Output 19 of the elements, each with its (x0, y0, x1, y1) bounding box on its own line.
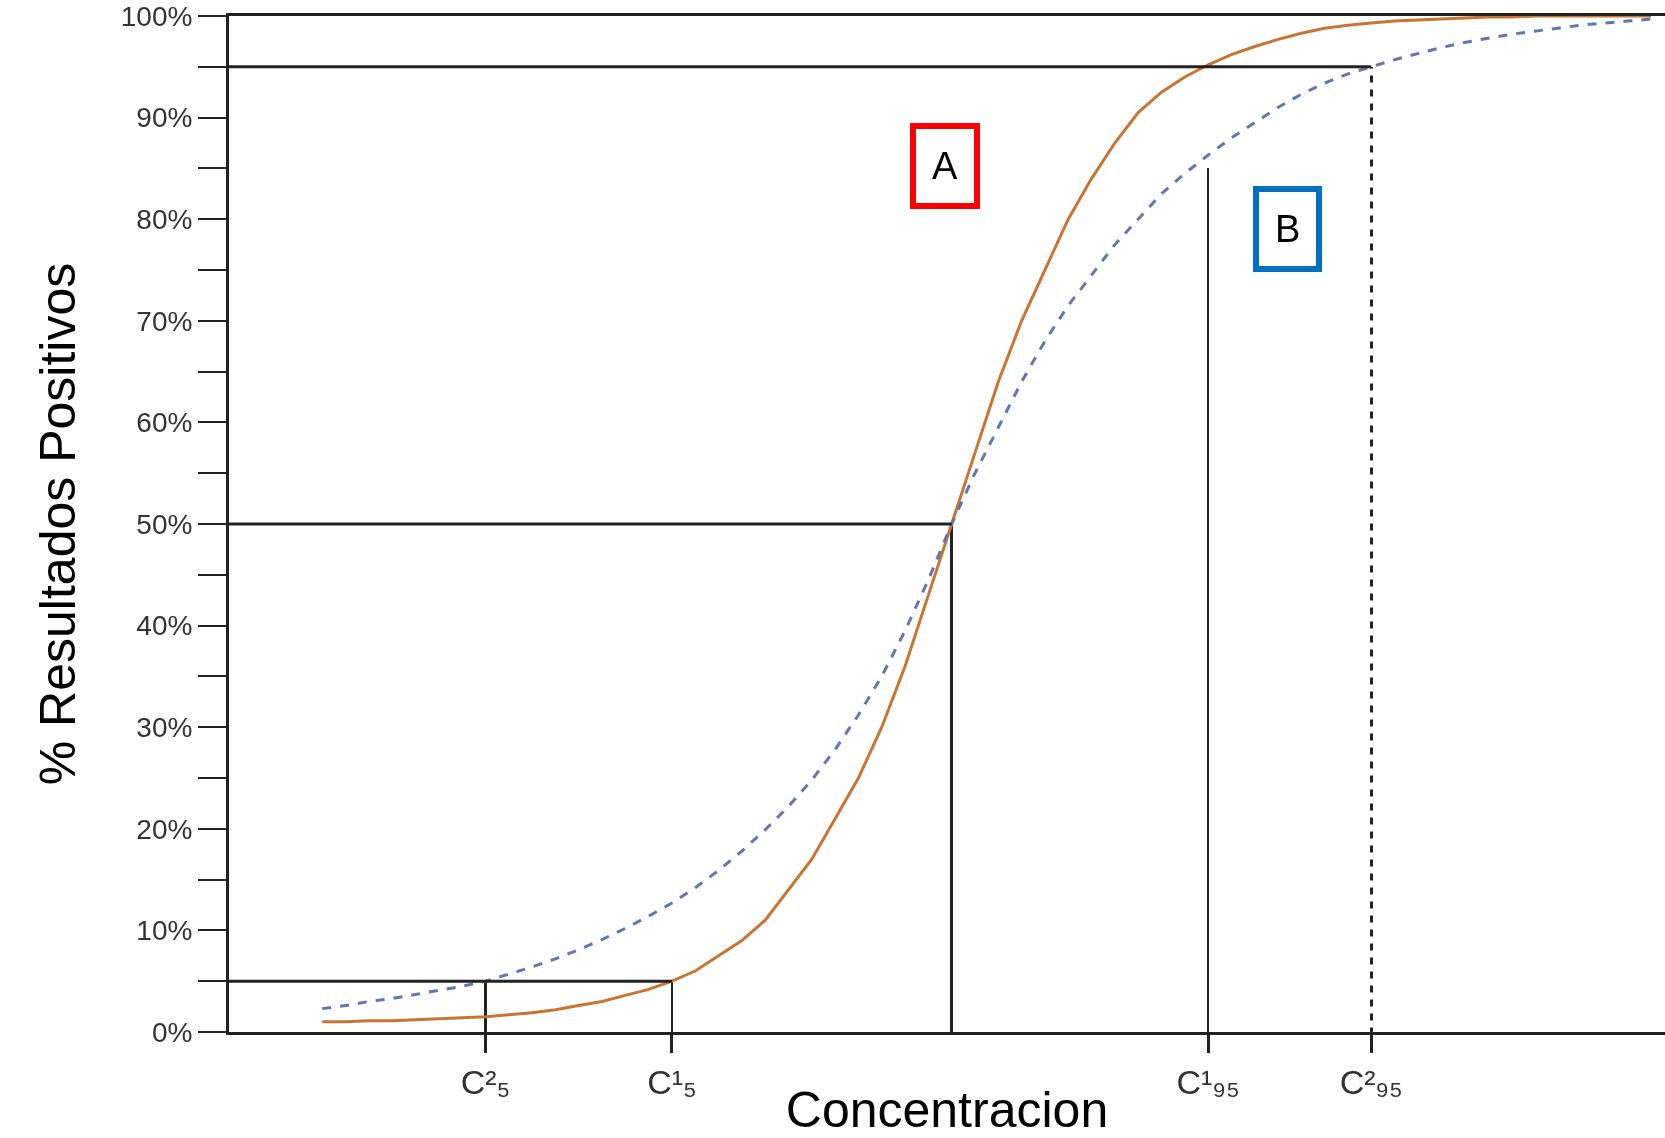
x-tick-label: C¹₅ (647, 1062, 697, 1101)
y-tick-label: 10% (136, 915, 193, 947)
annotation: A (932, 145, 958, 187)
y-tick-label: 40% (136, 610, 193, 642)
y-tick-label: 50% (136, 508, 193, 540)
x-tick-label: C²₉₅ (1339, 1062, 1403, 1101)
y-tick-label: 80% (136, 204, 193, 235)
y-tick-label: 70% (136, 305, 193, 337)
x-tick-label: C¹₉₅ (1176, 1062, 1240, 1101)
y-tick-label: 90% (136, 102, 193, 134)
x-axis-title: Concentracion (785, 1082, 1109, 1138)
y-tick-label: 60% (136, 407, 193, 439)
y-axis-title: % Resultados Positivos (29, 262, 86, 786)
annotation: B (1275, 208, 1301, 250)
x-tick-label: C²₅ (460, 1062, 511, 1101)
y-tick-label: 20% (136, 813, 193, 845)
y-tick-label: 100% (120, 0, 193, 32)
y-tick-label: 30% (136, 712, 193, 743)
y-tick-label: 0% (151, 1016, 193, 1048)
